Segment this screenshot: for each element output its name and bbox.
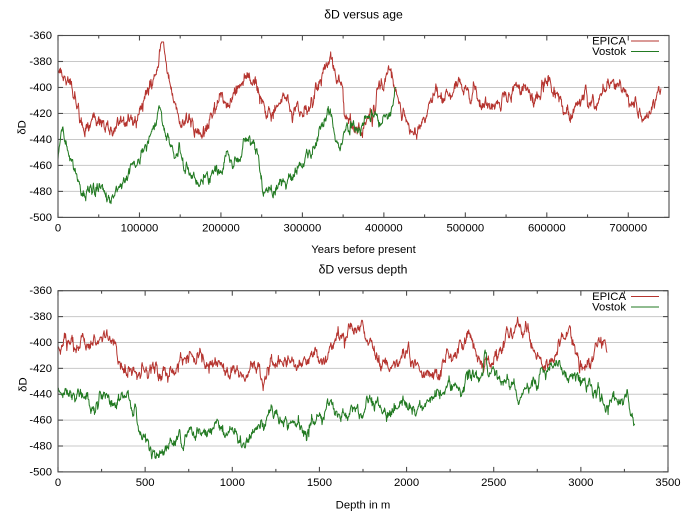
svg-text:δD: δD (18, 377, 30, 391)
svg-text:-500: -500 (29, 212, 52, 224)
svg-text:Vostok: Vostok (592, 46, 626, 58)
svg-text:-500: -500 (29, 466, 52, 478)
svg-text:-420: -420 (29, 363, 52, 375)
svg-text:-360: -360 (29, 285, 52, 297)
svg-text:700000: 700000 (609, 222, 647, 234)
svg-text:-400: -400 (29, 337, 52, 349)
svg-text:200000: 200000 (202, 222, 240, 234)
svg-text:0: 0 (55, 477, 61, 489)
svg-text:2500: 2500 (481, 477, 506, 489)
svg-text:Years before present: Years before present (311, 244, 416, 256)
svg-text:-440: -440 (29, 389, 52, 401)
svg-text:100000: 100000 (121, 222, 159, 234)
svg-text:δD versus age: δD versus age (324, 8, 403, 22)
svg-text:600000: 600000 (528, 222, 566, 234)
svg-text:3500: 3500 (655, 477, 680, 489)
svg-text:-460: -460 (29, 160, 52, 172)
svg-text:3000: 3000 (568, 477, 593, 489)
svg-text:-400: -400 (29, 82, 52, 94)
svg-text:300000: 300000 (284, 222, 322, 234)
svg-text:0: 0 (55, 222, 61, 234)
svg-text:-380: -380 (29, 56, 52, 68)
svg-text:-380: -380 (29, 311, 52, 323)
svg-text:1000: 1000 (220, 477, 245, 489)
svg-text:500000: 500000 (446, 222, 484, 234)
svg-text:Depth in m: Depth in m (336, 499, 391, 511)
svg-text:1500: 1500 (307, 477, 332, 489)
svg-text:-360: -360 (29, 30, 52, 42)
svg-text:400000: 400000 (365, 222, 403, 234)
svg-text:2000: 2000 (394, 477, 419, 489)
svg-text:-480: -480 (29, 441, 52, 453)
svg-text:Vostok: Vostok (592, 302, 626, 314)
svg-text:-440: -440 (29, 134, 52, 146)
svg-text:δD: δD (16, 120, 28, 134)
svg-text:-480: -480 (29, 186, 52, 198)
svg-text:-420: -420 (29, 108, 52, 120)
svg-text:500: 500 (136, 477, 155, 489)
svg-text:δD versus depth: δD versus depth (319, 262, 408, 276)
svg-text:-460: -460 (29, 415, 52, 427)
